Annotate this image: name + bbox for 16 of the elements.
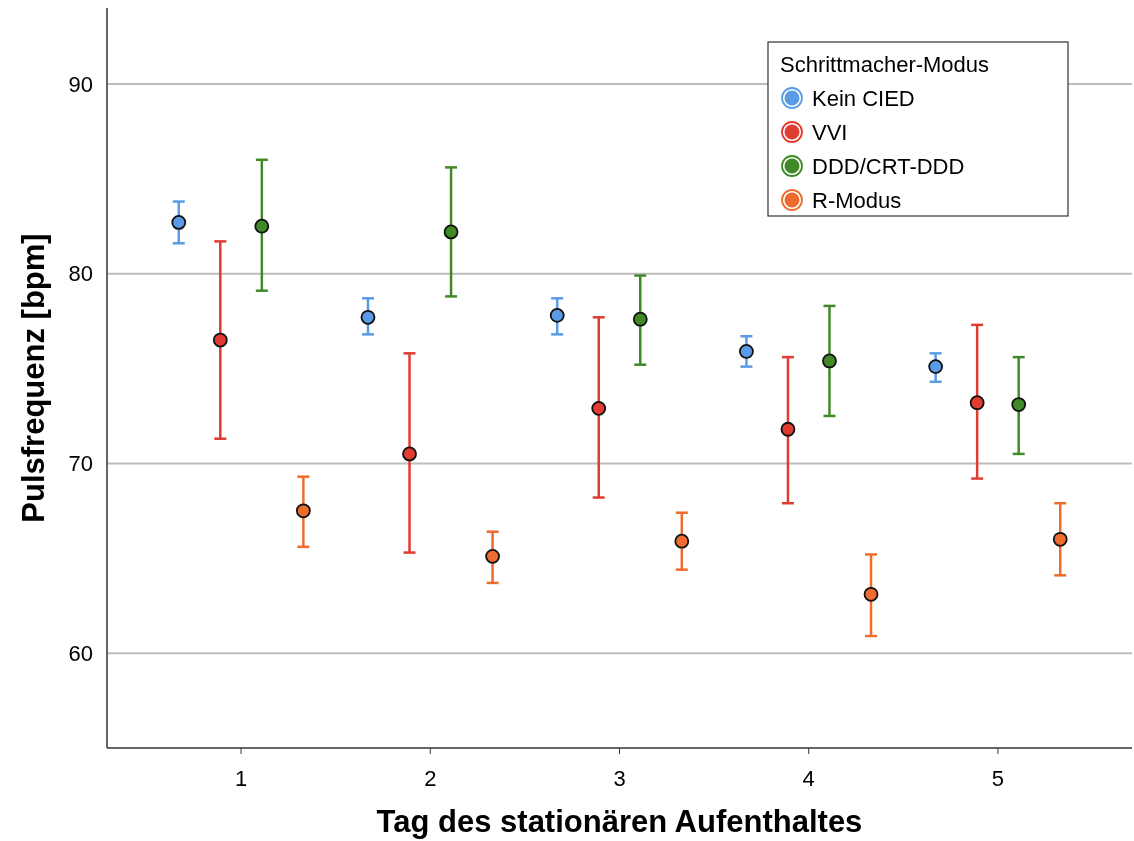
- x-tick-label: 2: [424, 766, 437, 791]
- legend-label: DDD/CRT-DDD: [812, 153, 965, 179]
- y-axis-title: Pulsfrequenz [bpm]: [16, 233, 51, 523]
- y-tick-label: 70: [68, 451, 93, 477]
- legend-title: Schrittmacher-Modus: [780, 52, 990, 77]
- x-tick-label: 5: [991, 766, 1005, 791]
- legend-label: R-Modus: [812, 187, 902, 213]
- x-axis-title: Tag des stationären Aufenthaltes: [376, 804, 863, 839]
- x-tick-label: 1: [234, 766, 248, 791]
- x-tick-label: 3: [613, 766, 626, 791]
- legend-label: VVI: [812, 119, 848, 145]
- y-tick-label: 60: [68, 640, 93, 666]
- y-tick-label: 80: [68, 261, 93, 287]
- legend-label: Kein CIED: [812, 85, 915, 111]
- y-tick-label: 90: [68, 71, 93, 97]
- x-tick-label: 4: [802, 766, 815, 791]
